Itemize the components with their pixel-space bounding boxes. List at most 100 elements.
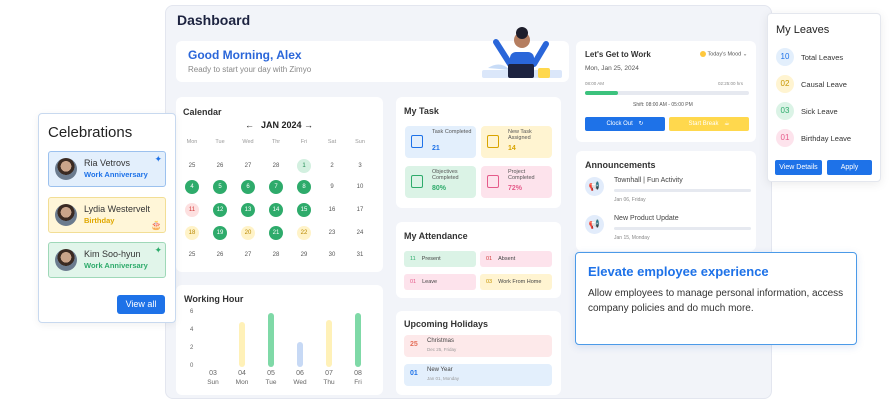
calendar-day[interactable]: 8 [297,180,311,194]
calendar-day[interactable]: 9 [330,184,334,190]
page-title: Dashboard [177,12,251,28]
apply-button[interactable]: Apply [827,160,872,175]
announcement-title[interactable]: New Product Update [614,215,679,222]
greeting-title: Good Morning, Alex [188,48,302,62]
task-stat-card[interactable]: New Task Assigned 14 [481,126,552,158]
calendar-day[interactable]: 3 [358,163,362,169]
calendar-day[interactable]: 6 [241,180,255,194]
work-elapsed: 02:25:00 hrs [718,81,744,86]
calendar-day[interactable]: 4 [185,180,199,194]
working-hour-bar [326,320,332,367]
calendar-day[interactable]: 17 [356,207,364,213]
leave-type-label[interactable]: Total Leaves [801,53,844,62]
mood-select[interactable]: Today's Mood ⌄ [700,51,747,57]
attendance-chip[interactable]: 03 Work From Home [480,274,552,290]
my-leaves-card [767,13,881,182]
coffee-icon: ☕ [724,121,730,127]
announcements-title: Announcements [585,160,656,170]
calendar-day[interactable]: 24 [356,230,364,236]
attendance-label: Present [421,256,441,262]
announcement-title[interactable]: Townhall | Fun Activity [614,177,683,184]
megaphone-icon: 📢 [585,215,604,234]
announcement-line [614,189,751,192]
calendar-day[interactable]: 11 [185,203,199,217]
calendar-day[interactable]: 15 [297,203,311,217]
holiday-day: 01 [410,370,418,377]
celebration-name: Lydia Westervelt [84,204,151,214]
next-month-button[interactable]: → [304,120,313,130]
calendar-day[interactable]: 30 [328,252,336,258]
attendance-count: 01 [410,279,417,285]
holiday-item[interactable]: 25 Christmas Dec 25, Friday [404,335,552,357]
task-stat-card[interactable]: Objectives Completed 80% [405,166,476,198]
work-date: Mon, Jan 25, 2024 [585,65,639,72]
prev-month-button[interactable]: ← [245,120,254,130]
celebration-item[interactable]: Lydia Westervelt Birthday 🎂 [48,197,166,233]
task-stat-card[interactable]: Project Completed 72% [481,166,552,198]
task-icon [411,135,423,148]
calendar-day[interactable]: 29 [300,252,308,258]
calendar-day[interactable]: 10 [356,184,364,190]
holidays-title: Upcoming Holidays [404,319,489,329]
calendar-day[interactable]: 27 [244,163,252,169]
calendar-day[interactable]: 28 [272,163,280,169]
calendar-day[interactable]: 2 [330,163,334,169]
task-stat-value: 21 [432,145,440,152]
calendar-day[interactable]: 18 [185,226,199,240]
leave-type-label[interactable]: Causal Leave [801,80,847,89]
calendar-day[interactable]: 31 [356,252,364,258]
attendance-chip[interactable]: 01 Leave [404,274,476,290]
avatar [55,158,77,180]
clock-out-button[interactable]: Clock Out ↻ [585,117,665,131]
bar-value-label: 07 [325,370,333,377]
bar-value-label: 04 [238,370,246,377]
calendar-day[interactable]: 25 [188,252,196,258]
work-start-time: 08:00 AM [585,81,605,86]
calendar-day[interactable]: 14 [269,203,283,217]
leave-type-label[interactable]: Birthday Leave [801,134,852,143]
working-hour-bar [268,313,274,367]
calendar-day[interactable]: 20 [241,226,255,240]
leave-count-badge: 01 [776,129,794,147]
cake-icon: 🎂 [150,220,162,230]
announcement-date: Jan 15, Monday [614,235,650,241]
calendar-day[interactable]: 25 [188,163,196,169]
attendance-chip[interactable]: 11 Present [404,251,476,267]
calendar-day[interactable]: 12 [213,203,227,217]
view-details-button[interactable]: View Details [775,160,822,175]
calendar-day[interactable]: 7 [269,180,283,194]
calendar-day[interactable]: 28 [272,252,280,258]
mood-label: Today's Mood [707,51,742,58]
announcement-date: Jan 06, Friday [614,197,646,203]
calendar-day[interactable]: 21 [269,226,283,240]
calendar-day[interactable]: 1 [297,159,311,173]
start-break-button[interactable]: Start Break ☕ [669,117,749,131]
calendar-day[interactable]: 19 [213,226,227,240]
callout-text: Allow employees to manage personal infor… [588,288,844,314]
calendar-day[interactable]: 16 [328,207,336,213]
leave-type-label[interactable]: Sick Leave [801,107,838,116]
calendar-day[interactable]: 23 [328,230,336,236]
calendar-day[interactable]: 13 [241,203,255,217]
holiday-item[interactable]: 01 New Year Jan 01, Monday [404,364,552,386]
celebration-type: Work Anniversary [84,261,148,270]
calendar-weekday: Fri [300,139,308,145]
calendar-day[interactable]: 27 [244,252,252,258]
calendar-weekday: Sat [327,139,337,145]
calendar-day[interactable]: 26 [216,163,224,169]
calendar-day[interactable]: 5 [213,180,227,194]
view-all-button[interactable]: View all [117,295,165,314]
confetti-icon: ✦ [154,245,162,255]
celebrations-title: Celebrations [48,124,133,141]
task-stat-card[interactable]: Task Completed 21 [405,126,476,158]
task-icon [487,175,499,188]
bar-day-label: Tue [265,379,277,386]
avatar [55,249,77,271]
holiday-date: Jan 01, Monday [427,376,460,381]
celebration-item[interactable]: Kim Soo-hyun Work Anniversary ✦ [48,242,166,278]
announcements-card [576,151,756,251]
calendar-day[interactable]: 22 [297,226,311,240]
attendance-chip[interactable]: 01 Absent [480,251,552,267]
calendar-day[interactable]: 26 [216,252,224,258]
celebration-item[interactable]: Ria Vetrovs Work Anniversary ✦ [48,151,166,187]
